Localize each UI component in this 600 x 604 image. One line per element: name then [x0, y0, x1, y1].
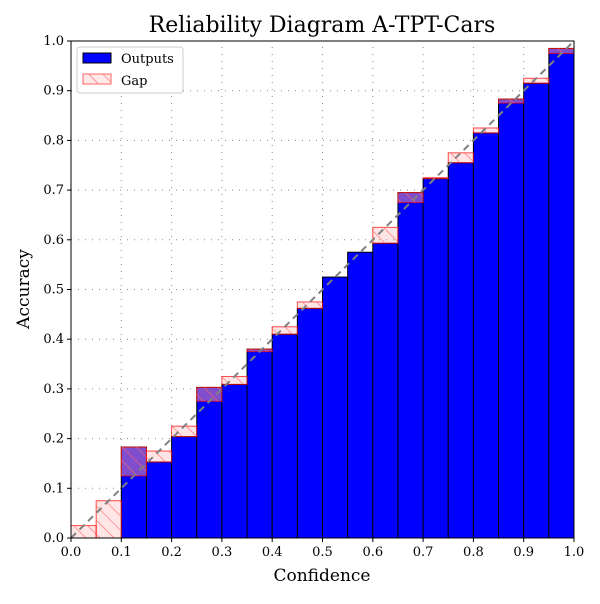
x-tick-label: 0.8 [463, 545, 484, 560]
output-bar [422, 178, 449, 539]
y-tick-label: 0.9 [43, 84, 64, 99]
x-tick-label: 0.2 [161, 545, 182, 560]
y-tick-label: 0.7 [43, 183, 64, 198]
legend-label-outputs: Outputs [121, 52, 174, 67]
y-tick-label: 0.1 [43, 481, 64, 496]
output-bar [397, 192, 424, 539]
gap-hatch [196, 387, 222, 402]
x-axis-label: Confidence [273, 566, 370, 586]
y-tick-label: 0.8 [43, 133, 64, 148]
output-bar [472, 132, 500, 539]
output-bar [523, 82, 550, 539]
output-bar [196, 386, 223, 539]
legend: Outputs Gap [76, 46, 184, 94]
x-tick-label: 0.4 [262, 545, 283, 560]
gap-hatch [473, 127, 499, 133]
x-tick-label: 0.3 [212, 545, 233, 560]
gap-hatch [498, 99, 524, 104]
y-tick-label: 0.4 [43, 332, 64, 347]
y-axis-label: Accuracy [14, 249, 34, 330]
legend-label-gap: Gap [121, 74, 147, 89]
gap-hatch [423, 177, 449, 179]
gap-hatch [121, 447, 147, 476]
output-bar [221, 383, 248, 539]
x-tick-label: 0.0 [61, 545, 82, 560]
gap-hatch [171, 426, 197, 437]
x-tick-label: 0.7 [413, 545, 434, 560]
y-tick-label: 0.0 [43, 531, 64, 546]
gap-hatch [372, 227, 398, 244]
output-bar [372, 242, 399, 539]
output-bar [171, 436, 198, 539]
gap-hatch [221, 376, 248, 385]
bars [70, 47, 575, 539]
x-tick-label: 1.0 [564, 545, 585, 560]
ticks: 0.0 0.1 0.2 0.3 0.4 0.5 0.6 0.7 0.8 0.9 1.0 0.0 0.1 0… [43, 34, 584, 560]
output-bar [498, 98, 525, 539]
gap-hatch [272, 326, 298, 335]
y-tick-label: 0.2 [43, 432, 64, 447]
gap-hatch [71, 525, 97, 538]
x-tick-label: 0.9 [513, 545, 534, 560]
gap-hatch [448, 152, 474, 163]
gap-hatch [297, 301, 323, 309]
y-tick-label: 0.5 [43, 283, 64, 298]
gap-hatch [523, 78, 549, 84]
x-tick-label: 0.5 [312, 545, 333, 560]
y-tick-label: 1.0 [43, 34, 64, 49]
x-tick-label: 0.1 [111, 545, 132, 560]
output-bar [447, 162, 474, 539]
y-tick-label: 0.6 [43, 233, 64, 248]
legend-swatch-outputs [82, 52, 112, 64]
gap-hatch [397, 192, 424, 203]
gap-hatch [96, 500, 122, 538]
gap-hatch [146, 451, 172, 462]
x-tick-label: 0.6 [362, 545, 383, 560]
output-bar [296, 307, 324, 539]
output-bar [347, 251, 374, 539]
y-tick-label: 0.3 [43, 382, 64, 397]
chart-title: Reliability Diagram A-TPT-Cars [149, 13, 496, 38]
output-bar [548, 47, 575, 539]
output-bar [271, 333, 298, 539]
gap-hatch [548, 48, 574, 54]
diagonal-line [70, 40, 575, 539]
output-bar [145, 461, 173, 539]
output-bar [322, 276, 349, 539]
output-bar [246, 348, 273, 539]
